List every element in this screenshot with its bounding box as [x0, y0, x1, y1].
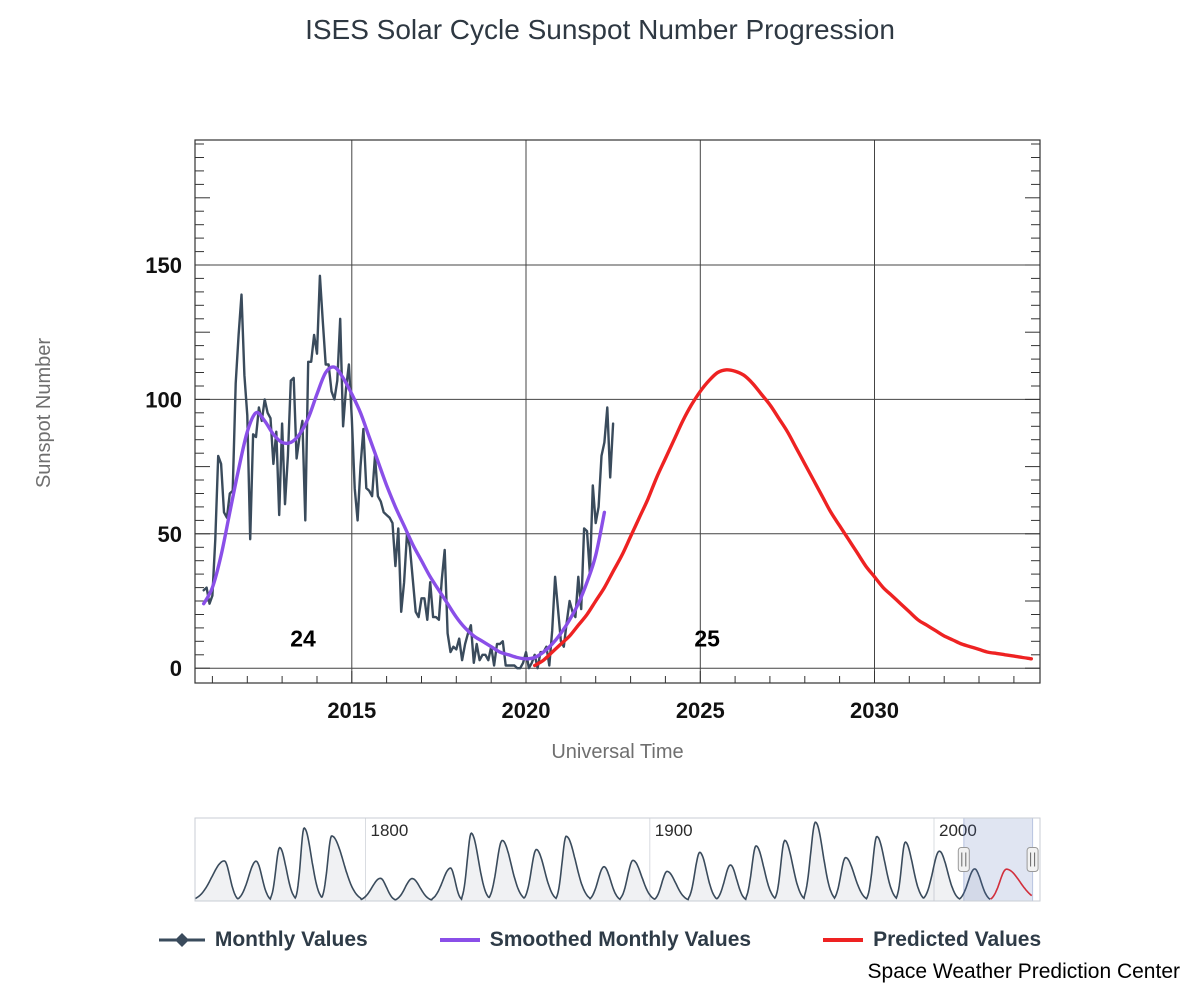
monthly-values-swatch-icon [158, 933, 205, 947]
navigator-handle-right[interactable] [1026, 847, 1039, 872]
svg-text:50: 50 [158, 522, 182, 547]
svg-text:2025: 2025 [676, 698, 725, 723]
legend-label-smoothed-monthly-values: Smoothed Monthly Values [489, 928, 752, 951]
legend-item-smoothed-monthly-values[interactable]: Smoothed Monthly Values [439, 928, 752, 952]
credit-text: Space Weather Prediction Center [867, 960, 1180, 983]
x-axis-title: Universal Time [551, 741, 684, 763]
svg-text:1900: 1900 [655, 821, 693, 840]
main-chart[interactable]: 0 50 100 150 2015 2020 2025 2030 24 25 [0, 0, 1200, 770]
legend-label-monthly-values: Monthly Values [214, 928, 368, 951]
monthly-values-line [202, 274, 615, 670]
predicted-values-line [533, 368, 1033, 668]
legend: Monthly Values Smoothed Monthly Values P… [0, 928, 1200, 952]
svg-text:2020: 2020 [502, 698, 551, 723]
svg-text:2000: 2000 [939, 821, 977, 840]
chart-title: ISES Solar Cycle Sunspot Number Progress… [305, 14, 895, 45]
svg-text:1800: 1800 [371, 821, 409, 840]
navigator-predicted-line [990, 868, 1033, 900]
svg-text:24: 24 [290, 626, 316, 652]
svg-text:2015: 2015 [327, 698, 376, 723]
legend-label-predicted-values: Predicted Values [873, 928, 1042, 951]
navigator-selection[interactable] [963, 817, 1034, 902]
svg-text:0: 0 [170, 656, 182, 681]
legend-item-predicted-values[interactable]: Predicted Values [823, 928, 1041, 952]
legend-item-monthly-values[interactable]: Monthly Values [158, 928, 368, 952]
predicted-values-swatch-icon [823, 938, 864, 942]
navigator-handle-left[interactable] [957, 847, 970, 872]
navigator-history-line [194, 821, 991, 902]
svg-text:25: 25 [694, 626, 720, 652]
smoothed-monthly-values-line [202, 365, 607, 661]
navigator-mini-chart[interactable]: 1800 1900 2000 [0, 812, 1200, 907]
smoothed-values-swatch-icon [439, 938, 480, 942]
svg-text:100: 100 [145, 387, 182, 412]
svg-text:150: 150 [145, 253, 182, 278]
svg-text:2030: 2030 [850, 698, 899, 723]
